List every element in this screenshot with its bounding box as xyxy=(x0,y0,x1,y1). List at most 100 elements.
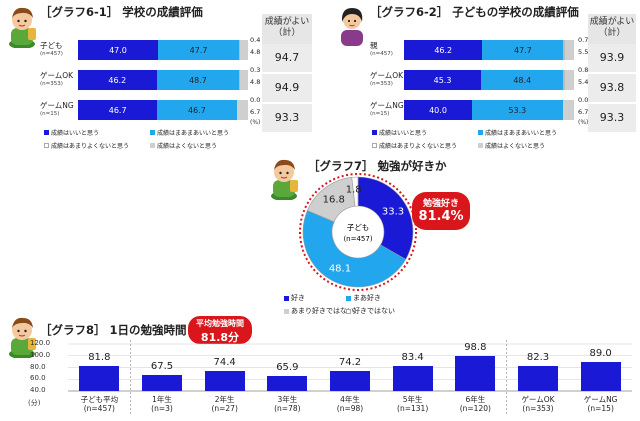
summary-value: 94.7 xyxy=(262,44,312,72)
badge-value: 81.4% xyxy=(418,209,464,224)
row-label: ゲームOK (n=353) xyxy=(370,71,403,89)
pie-slice xyxy=(351,176,359,207)
y-tick-label: 60.0 xyxy=(30,374,46,383)
small-segment-value: 0.0 xyxy=(578,96,589,104)
legend-item: 成績はあまりよくないと思う xyxy=(372,141,457,150)
row-label: ゲームNG (n=15) xyxy=(40,101,74,119)
segment-value: 45.3 xyxy=(433,75,452,85)
category-n: (n=98) xyxy=(336,404,364,413)
bar-segment xyxy=(239,40,248,60)
bar-segment xyxy=(236,100,248,120)
child-avatar-icon xyxy=(271,159,298,200)
category-name: 1年生 xyxy=(152,395,172,404)
donut-chart: 33.3 48.1 16.81.8 子ども (n=457) xyxy=(299,173,417,291)
bar-value-label: 74.4 xyxy=(213,356,236,368)
bar-segment: 48.7 xyxy=(156,70,240,90)
category-n: (n=78) xyxy=(274,404,301,413)
bar-value-label: 81.8 xyxy=(88,352,111,364)
segment-value: 46.2 xyxy=(108,75,127,85)
row-name: 子ども xyxy=(40,41,63,50)
legend-item: 成績はあまりよくないと思う xyxy=(44,141,129,150)
category-name: 5年生 xyxy=(402,395,423,404)
category-name: ゲームNG xyxy=(583,395,618,404)
segment-value: 47.7 xyxy=(189,45,208,55)
bar-segment xyxy=(564,70,574,90)
legend-label: 好き xyxy=(291,294,305,302)
row-n: (n=353) xyxy=(370,81,393,87)
legend-item: 成績はよくないと思う xyxy=(150,141,217,150)
legend-swatch xyxy=(478,143,483,148)
legend-swatch xyxy=(346,295,351,301)
category-n: (n=15) xyxy=(587,404,614,413)
bar xyxy=(580,362,621,391)
summary-header: 成績がよい（計） xyxy=(262,14,312,44)
category-n: (n=131) xyxy=(397,404,429,413)
y-tick-label: 40.0 xyxy=(30,386,46,394)
bar xyxy=(79,366,120,391)
category-n: (n=353) xyxy=(522,404,554,413)
bar-segment: 46.2 xyxy=(404,40,483,60)
row-n: (n=457) xyxy=(40,51,63,57)
x-category-label: 子ども平均 (n=457) xyxy=(69,395,129,413)
row-name: ゲームNG xyxy=(40,101,74,110)
small-segment-value: 5.4 xyxy=(578,78,589,86)
bar-value-label: 83.4 xyxy=(401,351,424,363)
bar xyxy=(142,374,182,391)
slice-label: 16.8 xyxy=(323,195,345,206)
y-unit-label: (分) xyxy=(28,399,41,407)
x-category-label: 6年生 (n=120) xyxy=(445,395,505,413)
legend-item: 好き xyxy=(284,293,305,303)
small-segment-value: 0.3 xyxy=(250,66,261,74)
legend-item: 成績はいいと思う xyxy=(372,128,427,137)
small-segment-value: 4.8 xyxy=(250,78,261,86)
y-tick-label: 120.0 xyxy=(30,339,51,347)
chart-title: ［グラフ8］ 1日の勉強時間 xyxy=(40,323,187,337)
chart-title: ［グラフ6-1］ 学校の成績評価 xyxy=(40,5,203,19)
category-n: (n=457) xyxy=(83,404,115,413)
summary-value: 94.9 xyxy=(262,74,312,102)
bar-segment: 46.7 xyxy=(157,100,237,120)
legend-label: 成績はまあまあいいと思う xyxy=(157,130,230,137)
bar-segment xyxy=(239,70,248,90)
bar-value-label: 89.0 xyxy=(589,348,612,360)
legend-item: 成績はまあまあいいと思う xyxy=(150,128,229,137)
row-name: 親 xyxy=(370,41,378,50)
x-category-label: 2年生 (n=27) xyxy=(195,395,255,413)
legend-label: 成績はいいと思う xyxy=(379,130,428,137)
legend-swatch xyxy=(372,130,377,135)
small-segment-value: 0.0 xyxy=(250,96,261,104)
bar-segment xyxy=(564,40,574,60)
bar xyxy=(267,375,308,391)
row-label: ゲームOK (n=353) xyxy=(40,71,73,89)
summary-value: 93.3 xyxy=(588,104,636,132)
bar-segment xyxy=(562,100,574,120)
small-segment-value: 0.7 xyxy=(578,36,589,44)
small-segment-value: 0.4 xyxy=(250,36,261,44)
category-name: 6年生 xyxy=(465,395,486,404)
x-category-label: 5年生 (n=131) xyxy=(383,395,443,413)
pie-slice xyxy=(357,176,414,260)
legend-item: 成績はよくないと思う xyxy=(478,141,545,150)
x-category-label: 3年生 (n=78) xyxy=(257,395,317,413)
y-tick-label: 80.0 xyxy=(30,362,46,371)
bar-value-label: 67.5 xyxy=(150,360,174,372)
legend-label: あまり好きではない xyxy=(291,307,354,315)
bar-segment: 53.3 xyxy=(472,100,563,120)
segment-value: 46.7 xyxy=(108,105,127,115)
unit-label: (%) xyxy=(578,119,589,126)
small-segment-value: 6.7 xyxy=(578,108,589,116)
slice-label: 1.8 xyxy=(346,185,362,196)
summary-header: 成績がよい（計） xyxy=(588,14,636,44)
bar xyxy=(204,370,245,391)
x-category-label: ゲームNG (n=15) xyxy=(571,395,631,413)
chart-title: ［グラフ6-2］ 子どもの学校の成績評価 xyxy=(370,5,579,19)
bar-value-label: 82.3 xyxy=(526,352,550,364)
bar-segment: 46.7 xyxy=(78,100,158,120)
row-n: (n=353) xyxy=(40,81,63,87)
center-n-label: (n=457) xyxy=(343,235,372,243)
category-name: 2年生 xyxy=(214,395,235,404)
legend-label: 成績はいいと思う xyxy=(51,130,100,137)
row-name: ゲームNG xyxy=(370,101,404,110)
chart-title: ［グラフ7］ 勉強が好きか xyxy=(308,159,447,173)
legend-swatch xyxy=(150,143,155,148)
